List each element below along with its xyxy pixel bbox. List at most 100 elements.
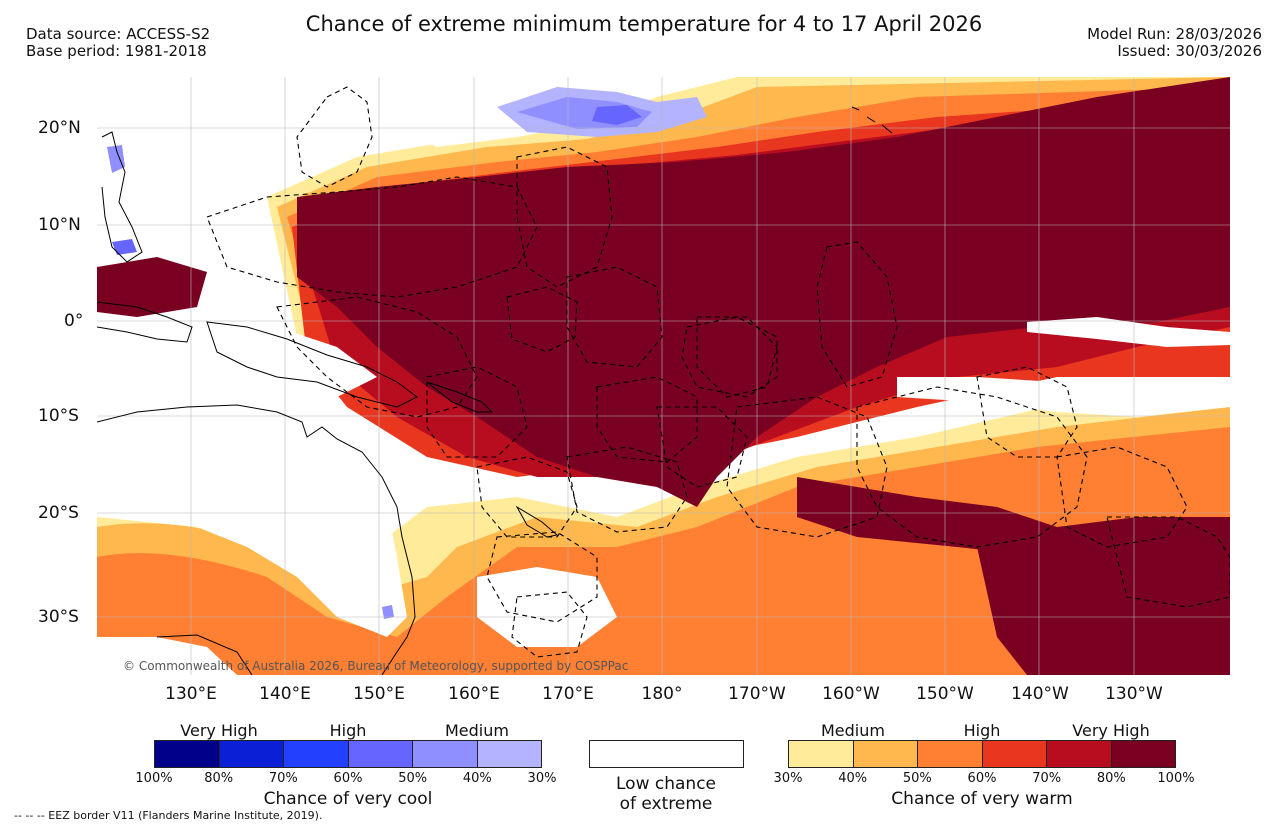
cool-category-label: High (329, 721, 367, 740)
cool-patch-philippines (107, 145, 125, 173)
warm-category-label: High (963, 721, 1001, 740)
data-source: Data source: ACCESS-S2 (26, 25, 211, 43)
cool-patch-philippines-south (112, 239, 137, 255)
eez-solomon (426, 366, 528, 458)
eez-nauru (506, 286, 578, 353)
low-chance-south-sea (477, 567, 617, 647)
colorbar-swatch (155, 741, 220, 767)
colorbar-swatch (1047, 741, 1112, 767)
cool-caption: Chance of very cool (263, 789, 433, 809)
model-run: Model Run: 28/03/2026 (1087, 25, 1262, 43)
warm-region-south-orange (97, 427, 1230, 675)
eez-guam (296, 86, 373, 188)
cool-colorbar (154, 740, 542, 768)
eez-fiji (566, 446, 688, 533)
eez-tuvalu (596, 376, 698, 463)
colorbar-swatch (219, 741, 284, 767)
map-canvas (97, 77, 1230, 675)
percent-tick-label: 50% (398, 771, 428, 786)
low-chance-line1: Low chance (616, 774, 716, 794)
cool-category-label: Medium (445, 721, 509, 740)
eez-borders (206, 86, 1230, 658)
colorbar-swatch (348, 741, 413, 767)
lon-label: 130°E (165, 684, 217, 704)
lon-label: 140°E (259, 684, 311, 704)
cool-category-label: Very High (180, 721, 258, 740)
eez-tokelau (696, 316, 778, 398)
warm-category-label: Very High (1072, 721, 1150, 740)
percent-tick-label: 60% (967, 771, 997, 786)
eez-footnote: -- -- -- EEZ border V11 (Flanders Marine… (14, 809, 323, 822)
lon-label: 170°E (542, 684, 594, 704)
lon-label: 170°W (728, 684, 786, 704)
eez-kiribati-line (816, 241, 898, 388)
low-chance-line2: of extreme (619, 794, 713, 814)
percent-tick-label: 30% (527, 771, 557, 786)
lat-label: 20°S (38, 503, 79, 523)
lat-label: 10°S (38, 406, 79, 426)
copyright-credit: © Commonwealth of Australia 2026, Bureau… (123, 659, 629, 673)
cool-patch-north-core (592, 105, 642, 125)
colorbar-swatch (982, 741, 1047, 767)
cool-fields (107, 87, 707, 619)
colorbar-swatch (789, 741, 854, 767)
eez-png (276, 296, 478, 418)
colorbar-swatch (284, 741, 349, 767)
lon-label: 160°W (822, 684, 880, 704)
very-high-warm-mid (797, 477, 1057, 557)
base-period: Base period: 1981-2018 (26, 42, 207, 60)
coast-hawaii (851, 106, 893, 134)
eez-cook (726, 396, 888, 538)
percent-tick-label: 80% (1096, 771, 1126, 786)
cool-patch-coral (382, 605, 394, 619)
percent-tick-label: 50% (902, 771, 932, 786)
coast-new-caledonia (515, 505, 559, 538)
eez-vanuatu (476, 456, 578, 538)
colorbar-swatch (918, 741, 983, 767)
eez-new-caledonia (486, 531, 598, 623)
very-high-warm-core (297, 77, 1230, 507)
lat-label: 30°S (38, 607, 79, 627)
run-info: Model Run: 28/03/2026 Issued: 30/03/2026 (1087, 26, 1262, 60)
probability-map (97, 77, 1230, 675)
coast-indonesia (97, 301, 193, 343)
low-chance-east-equator (1027, 317, 1230, 347)
percent-tick-label: 100% (1157, 771, 1195, 786)
source-info: Data source: ACCESS-S2 Base period: 1981… (26, 26, 210, 60)
eez-marshall (516, 146, 613, 288)
eez-kiribati-gilberts (566, 266, 663, 368)
percent-tick-label: 30% (773, 771, 803, 786)
eez-samoa-tonga (656, 406, 748, 488)
very-high-warm-southeast (977, 517, 1230, 675)
map-title: Chance of extreme minimum temperature fo… (305, 12, 983, 36)
eez-marquesas (976, 366, 1078, 458)
lat-label: 0° (64, 311, 84, 331)
coast-solomon (426, 381, 494, 413)
very-high-warm-west (97, 257, 207, 317)
coast-australia (97, 404, 416, 675)
warm-category-label: Medium (821, 721, 885, 740)
percent-tick-label: 80% (204, 771, 234, 786)
coast-philippines (101, 131, 143, 263)
coast-new-guinea (206, 321, 418, 408)
lon-label: 160°E (448, 684, 500, 704)
eez-micronesia (206, 176, 538, 298)
eez-kiribati-phoenix (681, 316, 778, 398)
warm-caption: Chance of very warm (891, 789, 1073, 809)
percent-tick-label: 40% (838, 771, 868, 786)
percent-tick-label: 60% (333, 771, 363, 786)
percent-tick-label: 100% (135, 771, 173, 786)
low-chance-australia (97, 397, 407, 637)
colorbar-swatch (1111, 741, 1175, 767)
low-chance-west-pacific (197, 317, 377, 397)
coastlines (97, 106, 893, 675)
low-chance-label: Low chance of extreme (566, 774, 766, 814)
percent-tick-label: 70% (268, 771, 298, 786)
issued-date: Issued: 30/03/2026 (1117, 42, 1262, 60)
lon-label: 150°E (353, 684, 405, 704)
lat-label: 10°N (38, 215, 81, 235)
lon-label: 130°W (1105, 684, 1163, 704)
coast-nz (156, 634, 253, 675)
warm-colorbar (788, 740, 1176, 768)
percent-tick-label: 40% (462, 771, 492, 786)
